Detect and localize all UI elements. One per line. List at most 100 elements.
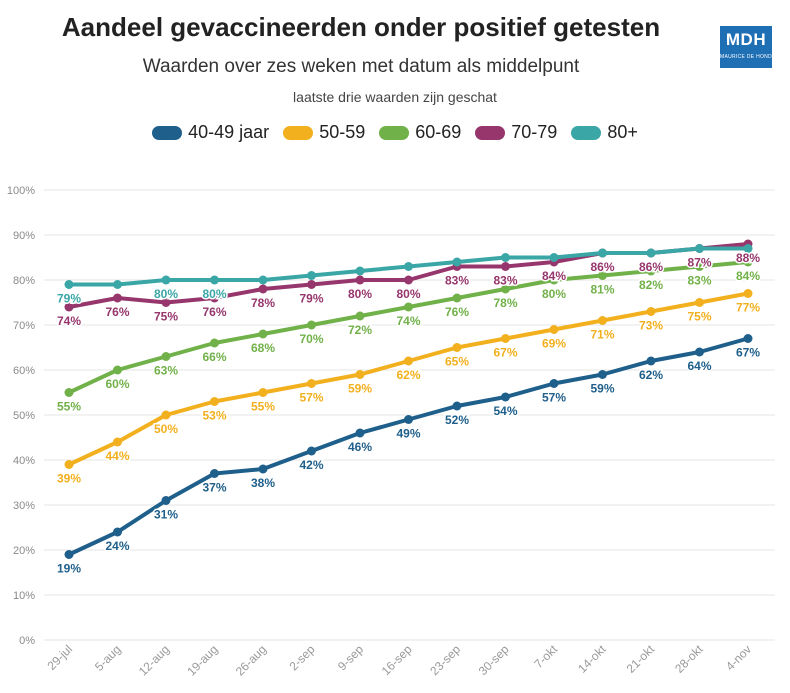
data-point (452, 401, 462, 411)
data-label: 57% (542, 391, 566, 405)
data-point (210, 338, 219, 348)
data-point (355, 428, 365, 438)
data-label: 66% (202, 350, 226, 364)
x-tick-label: 28-okt (672, 642, 706, 676)
data-point (307, 280, 316, 289)
data-point (452, 343, 462, 352)
data-point (549, 325, 559, 334)
data-label: 72% (348, 323, 372, 337)
data-point (210, 275, 219, 285)
data-label: 70% (299, 332, 323, 346)
y-tick-label: 50% (13, 410, 35, 422)
legend-item: 60-69 (379, 122, 461, 143)
y-tick-label: 100% (7, 185, 35, 197)
data-label: 86% (639, 260, 663, 274)
data-label: 83% (493, 274, 517, 288)
data-point (355, 311, 365, 321)
x-tick-label: 5-aug (92, 642, 124, 674)
data-point (210, 469, 219, 478)
data-point (743, 334, 753, 343)
legend-label: 40-49 jaar (188, 122, 270, 142)
data-point (501, 334, 510, 343)
data-label: 46% (348, 440, 372, 454)
legend-swatch (152, 125, 183, 140)
data-label: 53% (202, 409, 226, 423)
data-label: 31% (154, 508, 178, 522)
data-label: 74% (396, 314, 420, 328)
data-point (64, 280, 74, 289)
data-label: 71% (590, 328, 614, 342)
data-label: 79% (57, 292, 81, 306)
data-label: 81% (590, 283, 614, 297)
data-label: 57% (299, 391, 323, 405)
data-label: 80% (154, 287, 178, 301)
logo-sub-text: MAURICE DE HOND (720, 54, 773, 60)
data-point (161, 352, 171, 361)
legend-item: 70-79 (475, 122, 557, 143)
legend-label: 50-59 (319, 122, 366, 142)
data-label: 80% (396, 287, 420, 301)
data-point (549, 253, 559, 262)
data-label: 64% (687, 359, 711, 373)
data-point (404, 275, 413, 285)
data-label: 62% (396, 368, 420, 382)
y-tick-label: 40% (13, 455, 35, 467)
data-point (404, 262, 413, 271)
data-point (64, 388, 74, 397)
x-tick-label: 30-sep (476, 642, 512, 678)
data-label: 87% (687, 256, 711, 270)
data-point (501, 392, 510, 402)
data-label: 37% (202, 481, 226, 495)
data-point (598, 271, 607, 280)
legend-label: 60-69 (415, 122, 462, 142)
data-label: 54% (493, 404, 517, 418)
x-tick-label: 4-nov (723, 642, 754, 673)
data-point (598, 316, 607, 325)
data-label: 82% (639, 278, 663, 292)
data-label: 59% (590, 382, 614, 396)
data-point (355, 266, 365, 276)
data-label: 75% (154, 310, 178, 324)
data-point (549, 275, 559, 285)
data-point (695, 262, 704, 271)
chart-subtitle: Waarden over zes weken met datum als mid… (142, 56, 580, 77)
data-point (501, 284, 510, 294)
data-point (307, 379, 316, 388)
data-point (113, 527, 122, 537)
x-tick-label: 2-sep (286, 642, 317, 673)
data-point (404, 356, 413, 366)
data-point (646, 248, 656, 258)
y-tick-label: 90% (13, 230, 35, 242)
data-point (161, 496, 171, 505)
data-point (307, 320, 316, 330)
logo-main-text: MDH (725, 30, 767, 49)
data-point (598, 370, 607, 379)
data-point (258, 388, 268, 397)
data-label: 63% (154, 364, 178, 378)
x-tick-label: 21-okt (624, 642, 658, 676)
data-label: 86% (590, 260, 614, 274)
legend-swatch (379, 125, 410, 140)
data-point (695, 347, 704, 357)
data-point (113, 280, 122, 289)
data-label: 19% (57, 562, 81, 576)
data-point (695, 298, 704, 307)
data-label: 80% (202, 287, 226, 301)
mdh-logo: MDH MAURICE DE HOND (720, 26, 772, 68)
data-point (210, 293, 219, 303)
data-label: 78% (251, 296, 275, 310)
data-label: 60% (105, 377, 129, 391)
y-tick-label: 20% (13, 545, 35, 557)
data-point (501, 262, 510, 271)
data-point (64, 550, 74, 559)
data-label: 65% (445, 355, 469, 369)
data-point (307, 446, 316, 456)
data-label: 74% (57, 314, 81, 328)
data-label: 52% (445, 413, 469, 427)
y-tick-label: 60% (13, 365, 35, 377)
legend-label: 80+ (607, 122, 638, 142)
data-label: 55% (251, 400, 275, 414)
data-point (452, 293, 462, 303)
data-label: 39% (57, 472, 81, 486)
data-label: 80% (542, 287, 566, 301)
